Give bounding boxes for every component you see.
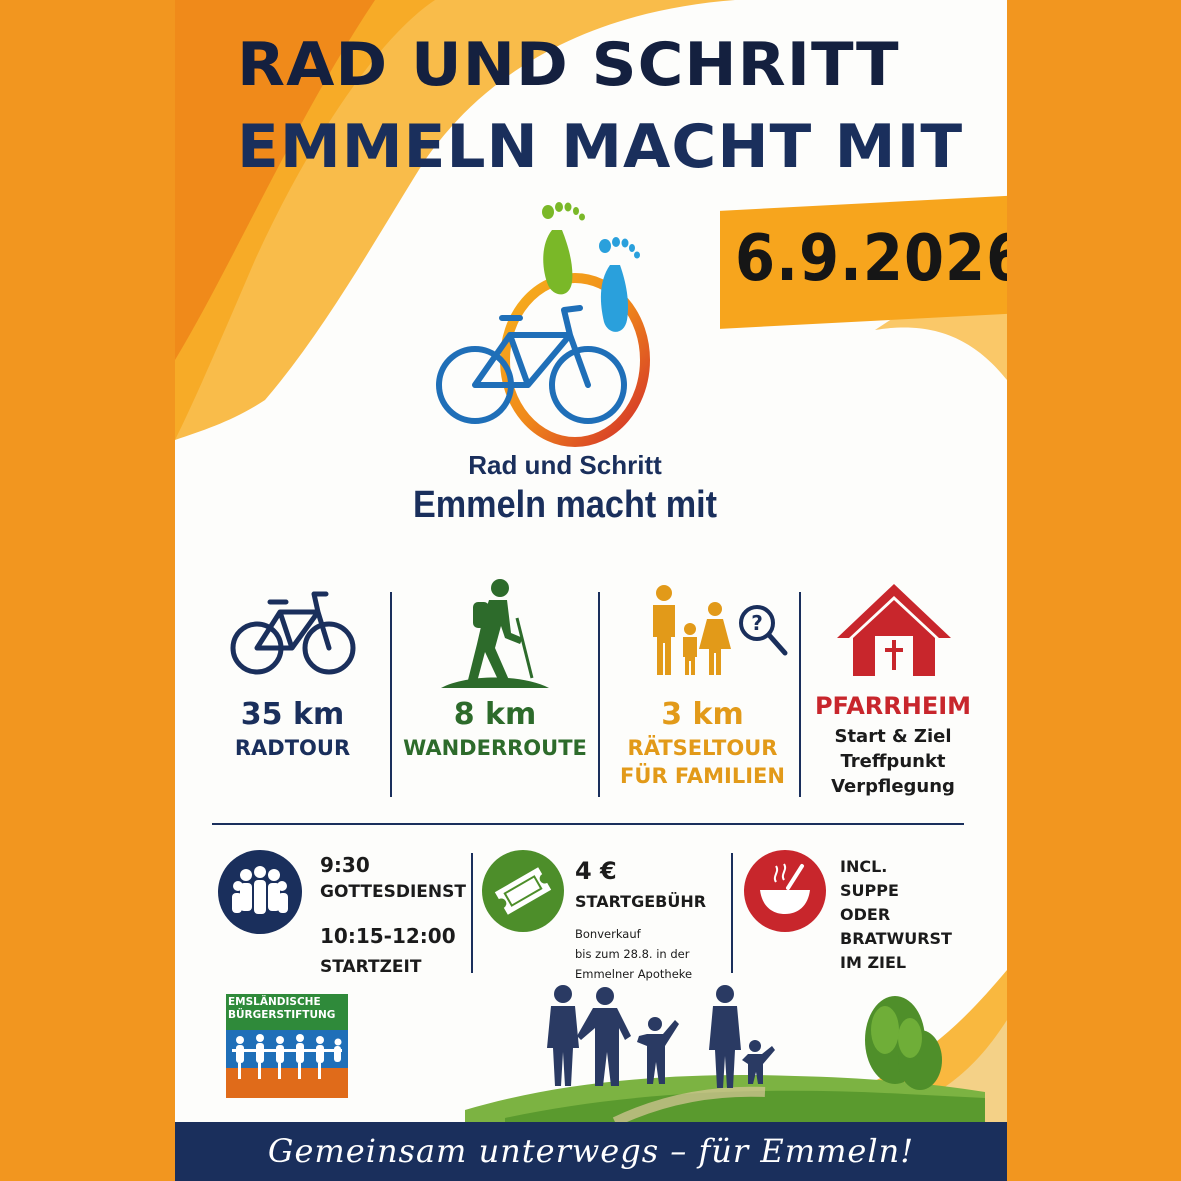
fee-note-line-1: Bonverkauf [575, 927, 641, 941]
column-divider [799, 592, 801, 797]
info-divider [471, 853, 473, 973]
pfarrheim-line-3: Verpflegung [831, 776, 955, 797]
church-house-icon [837, 584, 951, 676]
entry-fee-label: STARTGEBÜHR [575, 892, 707, 911]
hiker-icon [441, 579, 549, 688]
pfarrheim-line-1: Start & Ziel [834, 726, 952, 747]
pfarrheim-title: PFARRHEIM [814, 692, 972, 720]
food-line-2: SUPPE [840, 881, 899, 900]
poster: RAD UND SCHRITT EMMELN MACHT MIT 6.9.202… [175, 0, 1007, 1181]
sponsor-name-line-1: EMSLÄNDISCHE [228, 996, 321, 1008]
ticket-icon [482, 850, 564, 932]
svg-text:?: ? [751, 611, 763, 635]
buergerstiftung-logo-icon [226, 994, 348, 1098]
fee-note-line-2: bis zum 28.8. in der [575, 947, 690, 961]
radtour-distance: 35 km [240, 697, 345, 732]
pfarrheim-line-2: Treffpunkt [840, 751, 946, 772]
title-line-2: EMMELN MACHT MIT [237, 112, 964, 182]
logo-subtitle-line-1: Rad und Schritt [468, 450, 662, 480]
food-line-4: BRATWURST [840, 929, 952, 948]
rad-und-schritt-logo-icon [436, 202, 650, 447]
service-time: 9:30 [320, 853, 370, 877]
event-date: 6.9.2026 [735, 222, 1007, 296]
radtour-label: RADTOUR [234, 736, 351, 760]
food-line-3: ODER [840, 905, 891, 924]
food-line-1: INCL. [840, 857, 888, 876]
wanderroute-label: WANDERROUTE [403, 736, 587, 760]
service-label: GOTTESDIENST [320, 882, 466, 902]
raetseltour-label-line-2: FÜR FAMILIEN [620, 764, 785, 788]
column-divider [598, 592, 600, 797]
wanderroute-distance: 8 km [453, 697, 537, 732]
title-line-1: RAD UND SCHRITT [237, 30, 900, 100]
start-time-label: STARTZEIT [320, 957, 422, 977]
raetseltour-label-line-1: RÄTSELTOUR [627, 736, 778, 760]
family-puzzle-icon: ? [653, 585, 788, 675]
food-line-5: IM ZIEL [840, 953, 907, 972]
column-divider [390, 592, 392, 797]
congregation-icon [218, 850, 302, 934]
section-divider [212, 823, 964, 825]
family-walking-illustration [465, 985, 985, 1122]
sponsor-name-line-2: BÜRGERSTIFTUNG [228, 1009, 336, 1021]
footer-band [175, 1122, 1007, 1181]
footer-slogan: Gemeinsam unterwegs – für Emmeln! [267, 1132, 915, 1170]
logo-subtitle-line-2: Emmeln macht mit [412, 484, 718, 526]
soup-bowl-icon [744, 850, 826, 932]
start-time: 10:15-12:00 [320, 924, 456, 948]
raetseltour-distance: 3 km [661, 697, 744, 732]
info-divider [731, 853, 733, 973]
fee-note-line-3: Emmelner Apotheke [575, 967, 693, 981]
bicycle-icon [230, 591, 356, 675]
entry-fee: 4 € [575, 857, 617, 885]
